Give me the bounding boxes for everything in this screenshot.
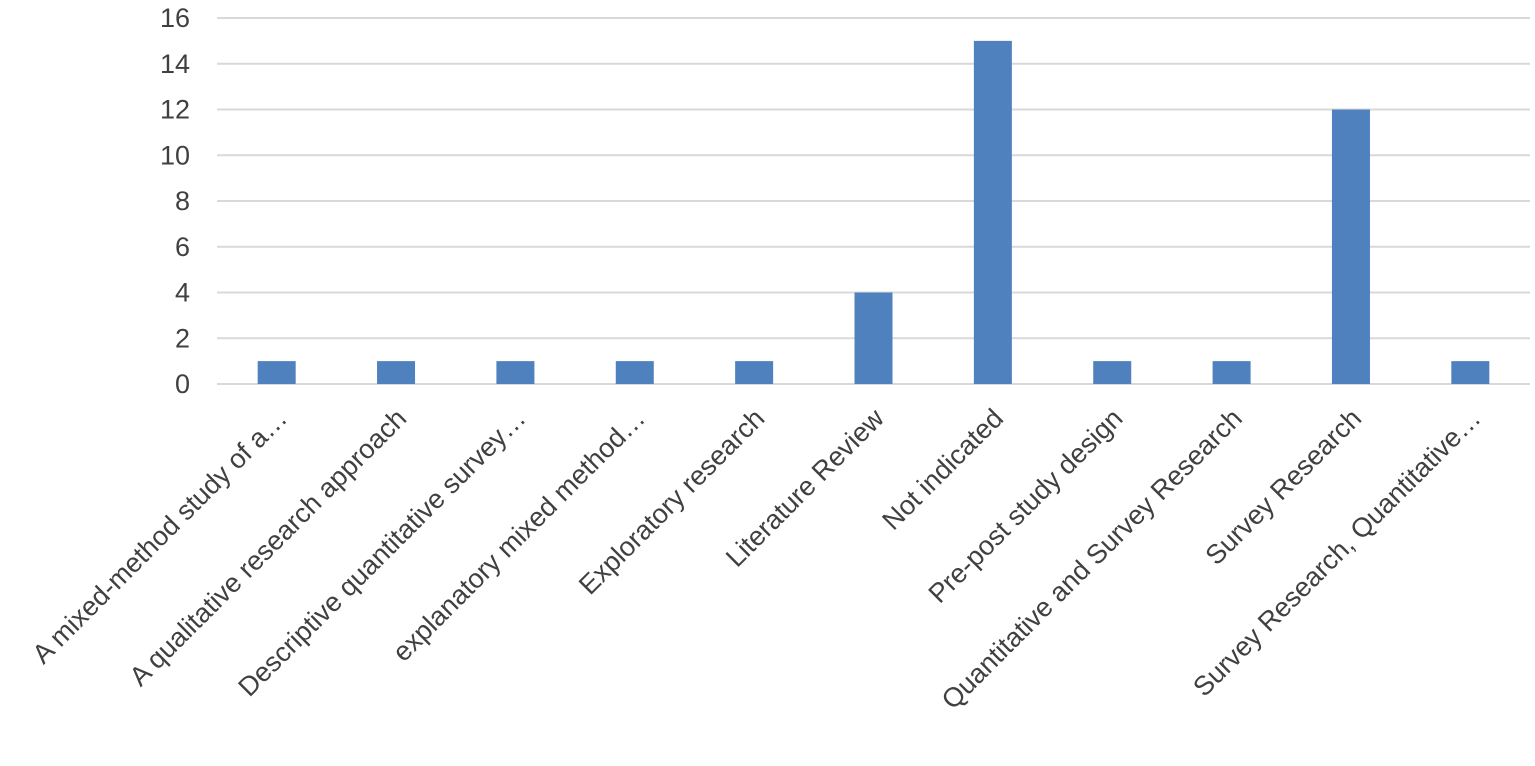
bar: [854, 292, 893, 384]
bar: [257, 361, 296, 384]
bar: [1331, 109, 1370, 384]
bar: [615, 361, 654, 384]
x-tick-label: explanatory mixed method…: [387, 403, 651, 667]
bar: [1212, 361, 1251, 384]
y-tick-label: 12: [160, 95, 190, 125]
x-axis-tick-labels: A mixed-method study of a…A qualitative …: [27, 403, 1487, 715]
bars: [257, 40, 1490, 384]
bar: [735, 361, 774, 384]
y-tick-label: 6: [175, 232, 190, 262]
bar: [496, 361, 535, 384]
y-axis-tick-labels: 0 2 4 6 8 10 12 14 16: [160, 3, 190, 399]
y-tick-label: 2: [175, 323, 190, 353]
gridlines: [217, 17, 1530, 385]
x-tick-label: Pre-post study design: [923, 403, 1129, 609]
bar: [1451, 361, 1490, 384]
x-tick-label: Not indicated: [876, 403, 1009, 536]
x-tick-label: A mixed-method study of a…: [27, 403, 293, 669]
y-tick-label: 8: [175, 186, 190, 216]
y-tick-label: 0: [175, 369, 190, 399]
bar: [377, 361, 416, 384]
bar: [1093, 361, 1132, 384]
y-tick-label: 10: [160, 140, 190, 170]
bar: [973, 40, 1012, 384]
y-tick-label: 16: [160, 3, 190, 33]
y-tick-label: 4: [175, 278, 190, 308]
y-tick-label: 14: [160, 49, 190, 79]
